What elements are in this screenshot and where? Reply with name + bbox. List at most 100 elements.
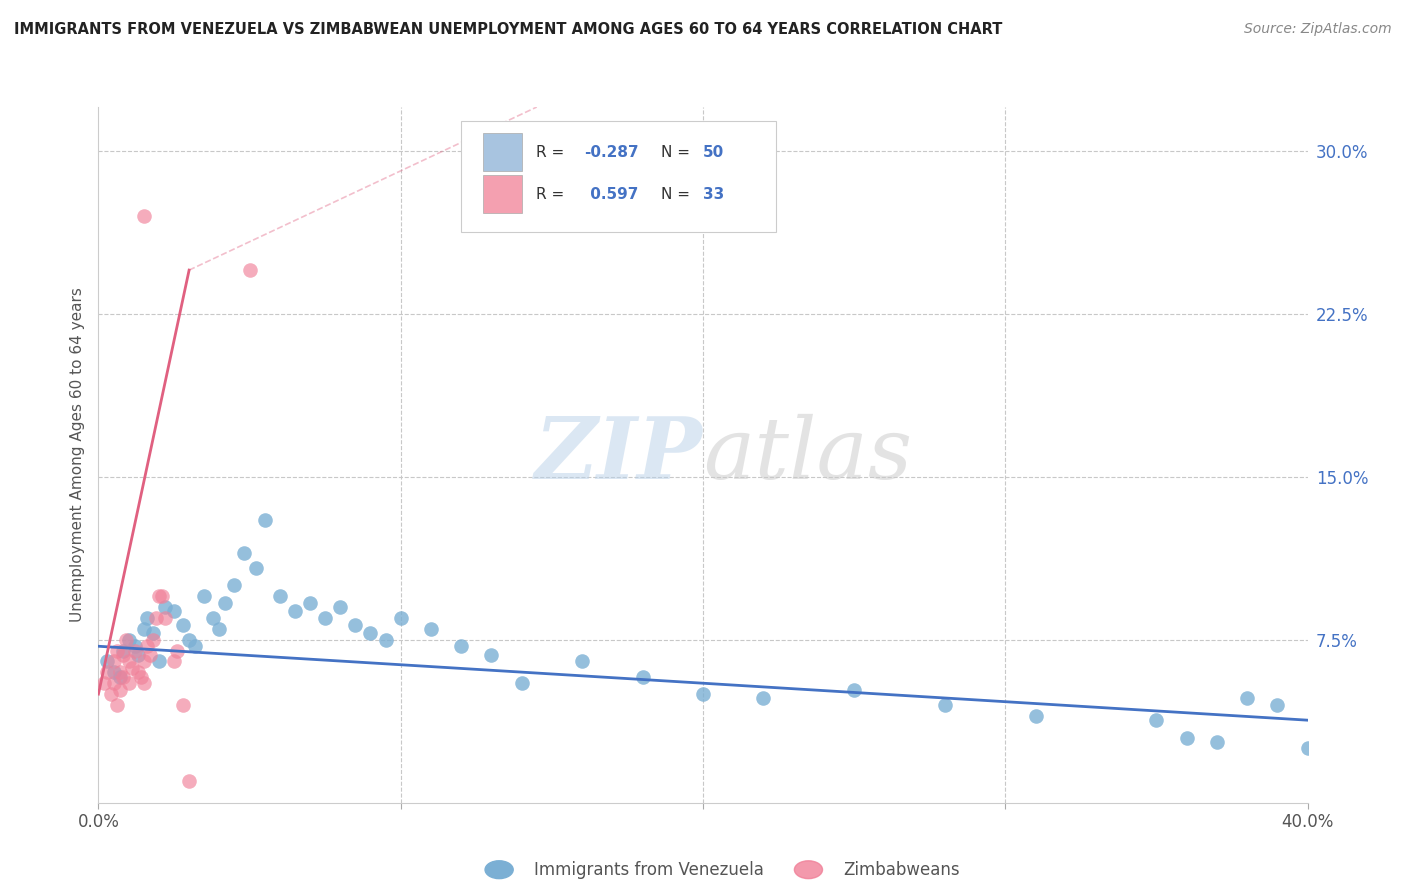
Point	[481, 648, 503, 662]
Text: ZIP: ZIP	[536, 413, 703, 497]
Point	[631, 670, 654, 684]
Point	[284, 605, 307, 619]
Point	[105, 643, 128, 657]
Point	[118, 655, 141, 669]
Point	[269, 589, 291, 603]
Point	[129, 670, 152, 684]
Point	[142, 626, 165, 640]
Point	[184, 639, 207, 653]
Point	[166, 643, 188, 657]
Point	[163, 605, 186, 619]
Text: IMMIGRANTS FROM VENEZUELA VS ZIMBABWEAN UNEMPLOYMENT AMONG AGES 60 TO 64 YEARS C: IMMIGRANTS FROM VENEZUELA VS ZIMBABWEAN …	[14, 22, 1002, 37]
Point	[103, 655, 125, 669]
Text: -0.287: -0.287	[585, 145, 640, 160]
Point	[124, 643, 146, 657]
Y-axis label: Unemployment Among Ages 60 to 64 years: Unemployment Among Ages 60 to 64 years	[69, 287, 84, 623]
FancyBboxPatch shape	[482, 175, 522, 213]
Point	[118, 632, 141, 647]
Text: 50: 50	[703, 145, 724, 160]
Text: Immigrants from Venezuela: Immigrants from Venezuela	[534, 861, 763, 879]
Point	[329, 600, 352, 615]
Point	[1236, 691, 1258, 706]
Point	[148, 655, 170, 669]
Text: N =: N =	[661, 186, 695, 202]
Point	[148, 589, 170, 603]
Point	[299, 596, 322, 610]
Point	[96, 655, 118, 669]
Point	[100, 687, 122, 701]
Text: R =: R =	[536, 186, 569, 202]
Point	[153, 600, 176, 615]
Point	[150, 589, 173, 603]
Point	[692, 687, 714, 701]
Point	[114, 632, 136, 647]
Point	[118, 676, 141, 690]
Point	[135, 611, 157, 625]
Point	[239, 263, 262, 277]
Point	[127, 648, 149, 662]
Point	[132, 676, 155, 690]
Point	[360, 626, 382, 640]
Point	[1024, 708, 1046, 723]
Point	[208, 622, 231, 636]
Point	[145, 611, 167, 625]
Point	[1267, 698, 1289, 712]
Point	[374, 632, 396, 647]
Point	[108, 682, 131, 697]
Point	[121, 661, 143, 675]
Point	[571, 655, 593, 669]
Point	[132, 209, 155, 223]
Point	[132, 622, 155, 636]
Point	[124, 639, 146, 653]
Point	[752, 691, 775, 706]
Point	[844, 682, 866, 697]
Text: Zimbabweans: Zimbabweans	[844, 861, 960, 879]
Point	[127, 665, 149, 680]
Point	[1296, 741, 1319, 756]
Point	[96, 665, 118, 680]
Point	[172, 617, 194, 632]
Point	[314, 611, 336, 625]
Point	[135, 639, 157, 653]
Point	[1206, 735, 1229, 749]
Point	[420, 622, 443, 636]
Point	[163, 655, 186, 669]
Point	[193, 589, 215, 603]
Point	[510, 676, 533, 690]
FancyBboxPatch shape	[461, 121, 776, 232]
Point	[111, 648, 134, 662]
Point	[389, 611, 412, 625]
Point	[105, 698, 128, 712]
Point	[142, 632, 165, 647]
Text: 33: 33	[703, 186, 724, 202]
FancyBboxPatch shape	[482, 133, 522, 171]
Point	[139, 648, 162, 662]
Point	[93, 676, 115, 690]
Point	[103, 665, 125, 680]
Point	[108, 665, 131, 680]
Point	[108, 670, 131, 684]
Point	[132, 655, 155, 669]
Point	[103, 676, 125, 690]
Point	[934, 698, 956, 712]
Text: atlas: atlas	[703, 414, 912, 496]
Point	[344, 617, 367, 632]
Point	[153, 611, 176, 625]
Text: N =: N =	[661, 145, 695, 160]
Text: Source: ZipAtlas.com: Source: ZipAtlas.com	[1244, 22, 1392, 37]
Point	[450, 639, 472, 653]
Point	[1175, 731, 1198, 745]
Point	[214, 596, 236, 610]
Point	[202, 611, 225, 625]
Point	[245, 561, 267, 575]
Point	[179, 774, 201, 789]
Point	[224, 578, 246, 592]
Point	[111, 670, 134, 684]
Point	[179, 632, 201, 647]
Point	[253, 513, 276, 527]
Point	[111, 643, 134, 657]
Point	[1144, 713, 1167, 727]
Point	[172, 698, 194, 712]
Point	[232, 546, 254, 560]
Text: 0.597: 0.597	[585, 186, 638, 202]
